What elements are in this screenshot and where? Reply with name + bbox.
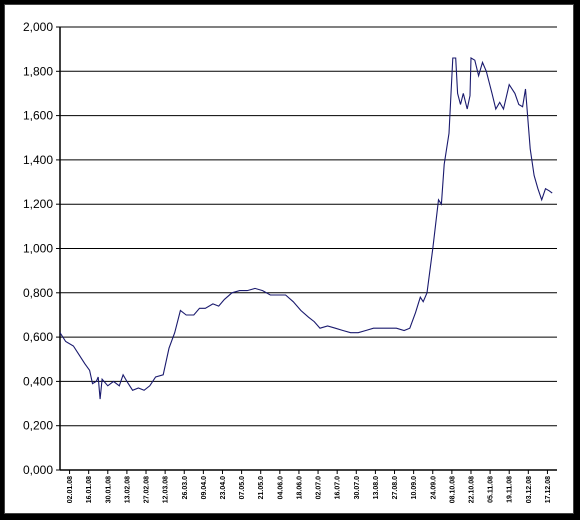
x-tick-label: 10.09.0: [411, 476, 418, 499]
x-tick-label: 13.02.08: [124, 476, 131, 503]
x-tick-label: 02.01.08: [67, 476, 74, 503]
y-tick-label: 0,000: [23, 463, 53, 477]
x-tick-label: 04.06.0: [277, 476, 284, 499]
x-tick-label: 12.03.08: [163, 476, 170, 503]
y-tick-label: 0,800: [23, 286, 53, 300]
x-tick-label: 21.05.0: [258, 476, 265, 499]
series-line: [59, 57, 553, 400]
x-tick-label: 18.06.0: [296, 476, 303, 499]
y-tick-label: 0,400: [23, 374, 53, 388]
y-tick-label: 1,400: [23, 153, 53, 167]
x-tick-label: 03.12.08: [526, 476, 533, 503]
x-tick-label: 19.11.08: [507, 476, 514, 503]
x-tick-label: 24.09.0: [430, 476, 437, 499]
x-tick-label: 08.10.08: [449, 476, 456, 503]
x-tick-label: 23.04.0: [220, 476, 227, 499]
x-tick-label: 16.07.0: [335, 476, 342, 499]
x-tick-label: 07.05.0: [239, 476, 246, 499]
y-tick-label: 1,200: [23, 197, 53, 211]
y-tick-label: 1,800: [23, 64, 53, 78]
x-axis-ticks: 02.01.08 16.01.08 30.01.08 13.02.08 27.02.08…: [67, 470, 552, 503]
x-tick-label: 16.01.08: [86, 476, 93, 503]
x-tick-label: 27.02.08: [144, 476, 151, 503]
x-tick-label: 30.01.08: [105, 476, 112, 503]
x-tick-label: 09.04.0: [201, 476, 208, 499]
y-tick-label: 2,000: [23, 20, 53, 34]
x-tick-label: 13.08.0: [373, 476, 380, 499]
x-tick-label: 27.08.0: [392, 476, 399, 499]
x-tick-label: 17.12.08: [545, 476, 552, 503]
gridlines: [60, 26, 557, 471]
y-axis-ticks: 0,000 0,200 0,400 0,600 0,800 1,000 1,200 1,400…: [23, 20, 60, 477]
x-tick-label: 05.11.08: [488, 476, 495, 503]
y-tick-label: 1,000: [23, 242, 53, 256]
chart-frame: [4, 4, 574, 514]
y-tick-label: 0,200: [23, 419, 53, 433]
x-tick-label: 22.10.08: [468, 476, 475, 503]
y-tick-label: 1,600: [23, 109, 53, 123]
y-tick-label: 0,600: [23, 330, 53, 344]
x-tick-label: 02.07.0: [316, 476, 323, 499]
x-tick-label: 26.03.0: [182, 476, 189, 499]
x-tick-label: 30.07.0: [354, 476, 361, 499]
